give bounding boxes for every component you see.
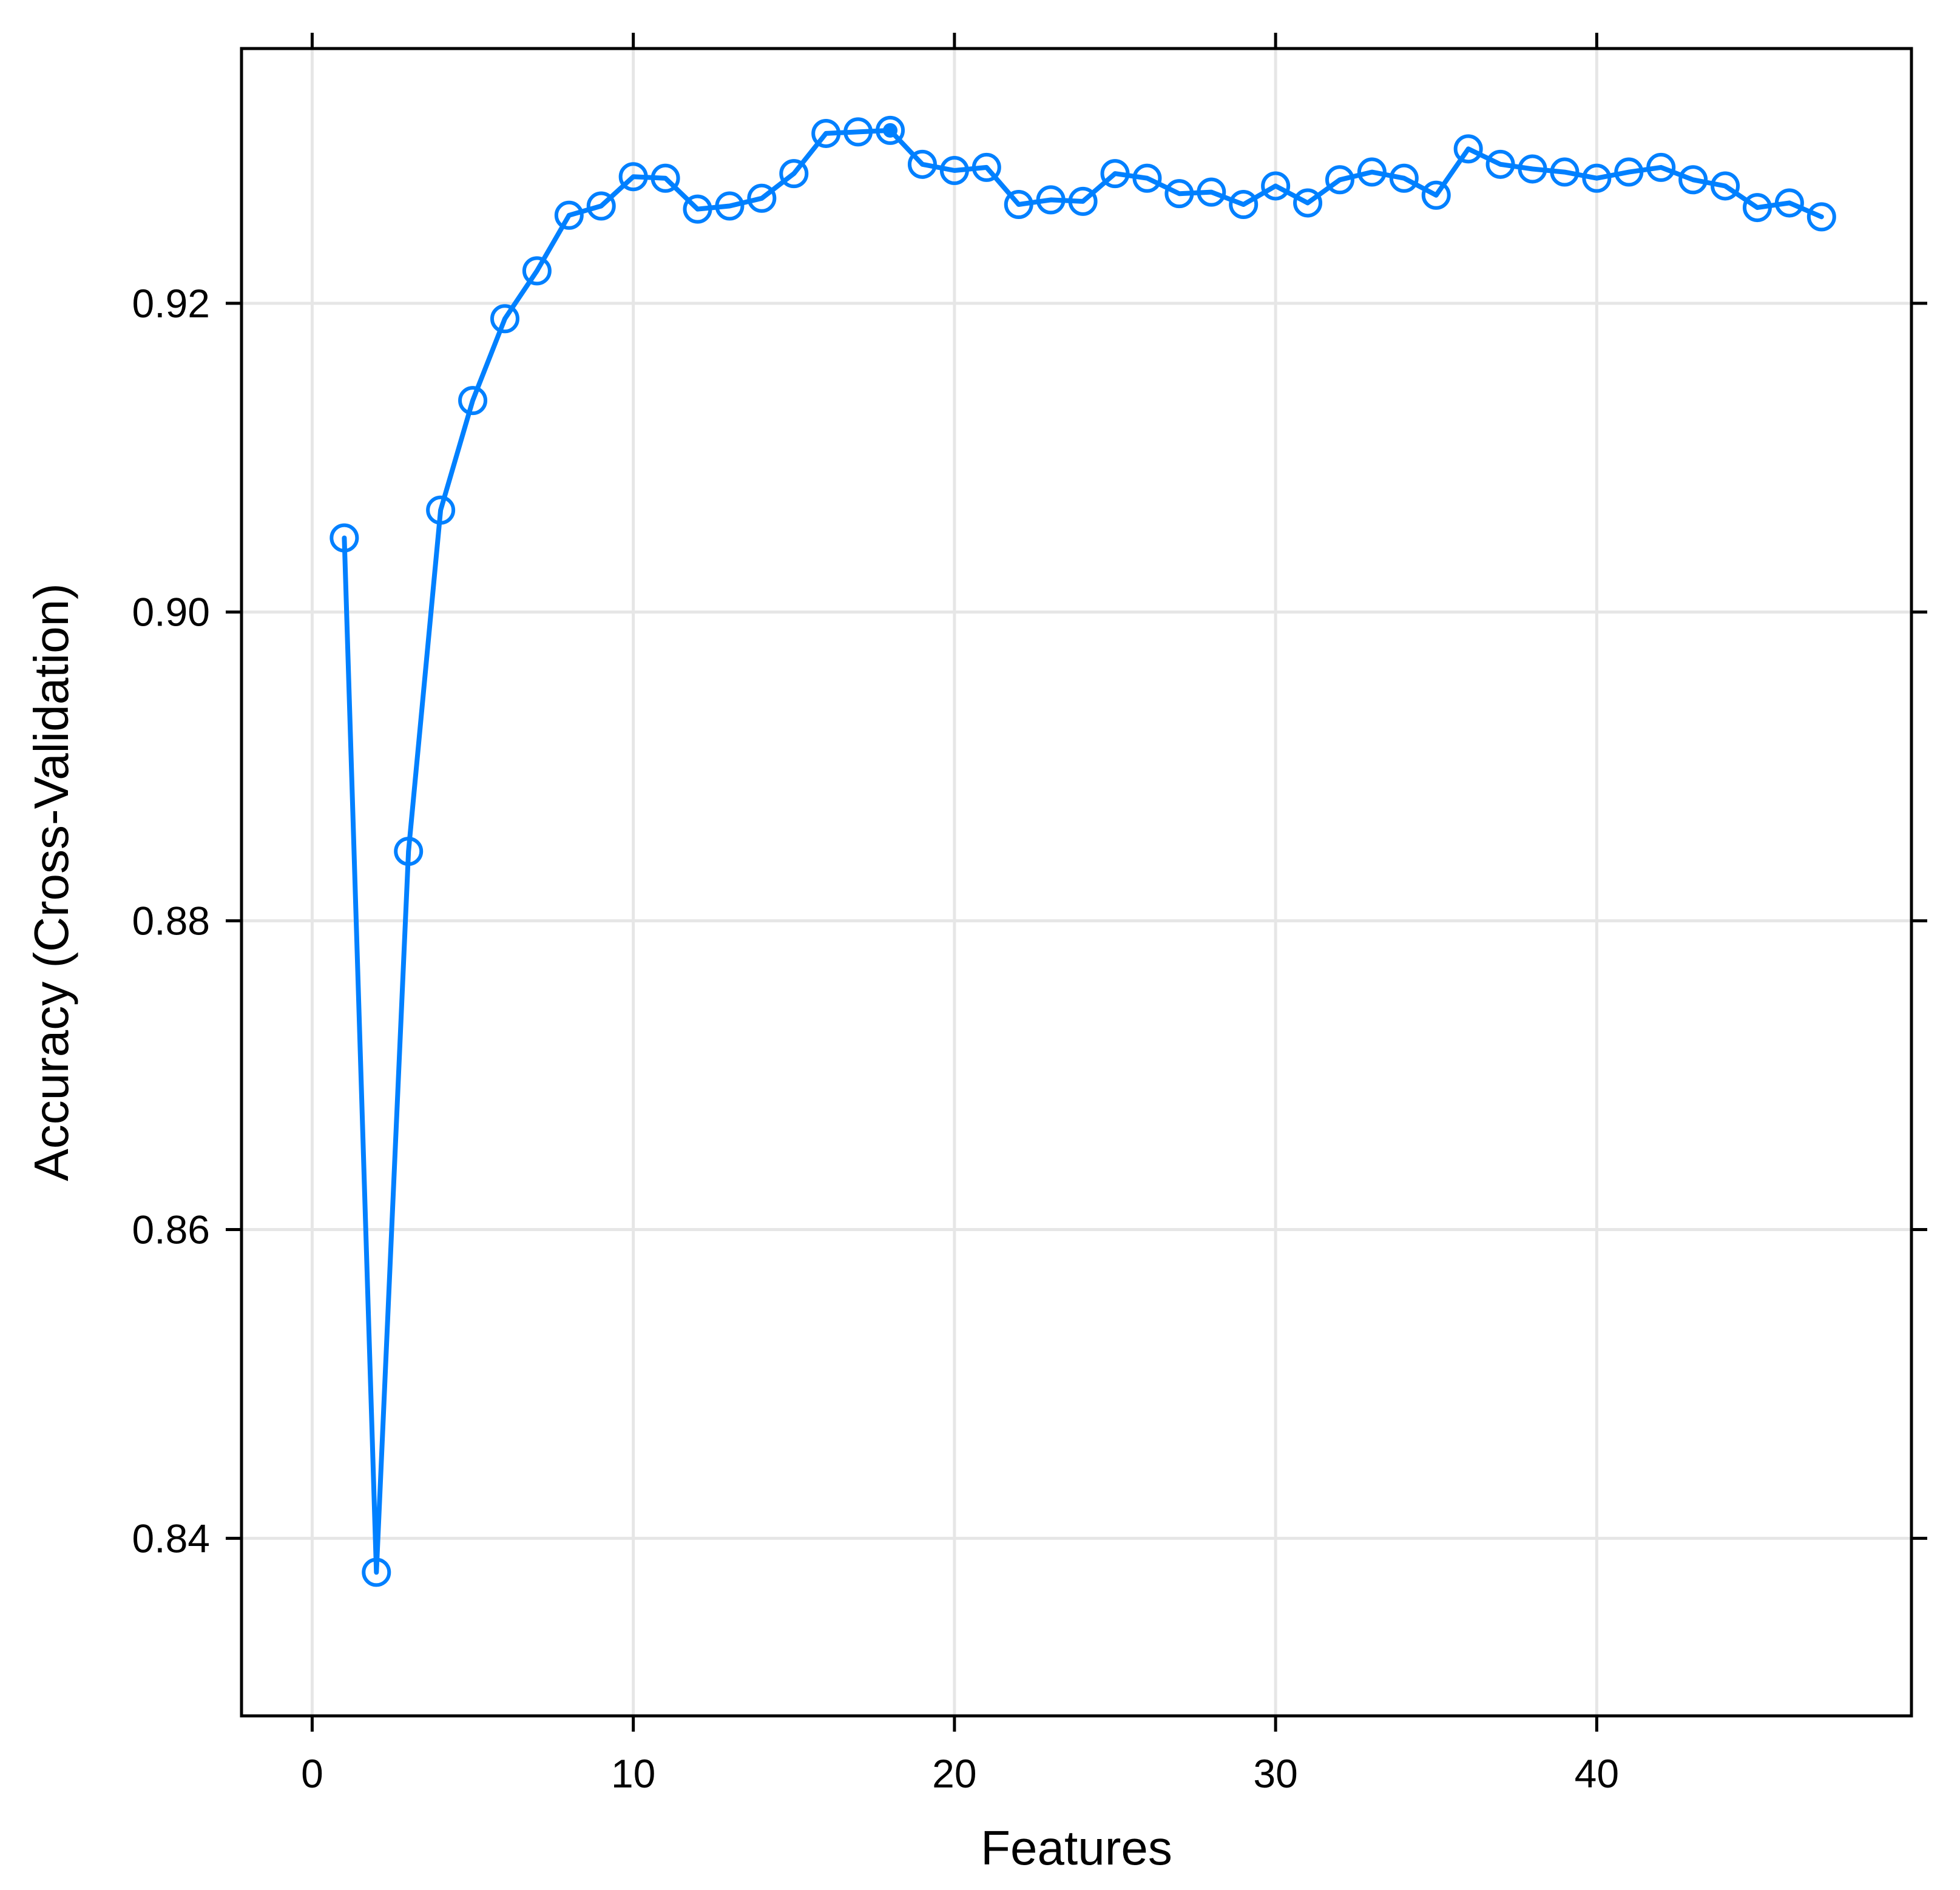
plot-frame (240, 47, 1913, 1718)
data-point (715, 191, 745, 221)
y-tick-label: 0.84 (132, 1516, 210, 1561)
data-point (329, 523, 359, 553)
data-point (1229, 189, 1259, 219)
data-point (1806, 202, 1836, 232)
data-point (1293, 188, 1323, 218)
data-point (1197, 177, 1226, 207)
data-point (426, 495, 456, 525)
data-point (1164, 179, 1194, 209)
data-point (554, 200, 584, 230)
data-point (972, 152, 1001, 182)
y-tick-label: 0.88 (132, 899, 210, 943)
data-point (1453, 134, 1483, 164)
data-point (458, 386, 488, 416)
data-point (779, 159, 809, 189)
data-point (876, 115, 905, 145)
data-point (618, 162, 648, 192)
selected-point-marker (883, 123, 898, 138)
data-point (1325, 165, 1354, 195)
grid-lines (242, 49, 1911, 1716)
data-point (1357, 157, 1387, 187)
data-point (1518, 154, 1547, 184)
data-point (1742, 193, 1772, 223)
data-point (1646, 152, 1676, 182)
y-tick-label: 0.90 (132, 590, 210, 635)
series-layer (329, 115, 1836, 1587)
data-point (843, 117, 873, 147)
y-tick-label: 0.92 (132, 281, 210, 326)
x-axis-title: Features (981, 1821, 1172, 1875)
data-point (811, 118, 841, 148)
axis-ticks: 0 10 20 30 40 0.84 0.86 0.88 0.90 0.92 (132, 33, 1927, 1796)
data-point (939, 156, 969, 186)
x-tick-label: 10 (611, 1751, 655, 1796)
data-point (1004, 189, 1033, 219)
x-tick-label: 40 (1575, 1751, 1619, 1796)
data-point (1485, 149, 1515, 179)
data-point (1261, 171, 1291, 201)
data-point (1774, 188, 1804, 218)
data-point (1068, 186, 1098, 216)
data-point (1036, 185, 1066, 215)
data-point (1550, 157, 1580, 187)
data-point (1614, 157, 1644, 187)
data-point (1711, 171, 1740, 201)
y-tick-label: 0.86 (132, 1207, 210, 1252)
accuracy-series-line (342, 127, 1824, 1575)
x-tick-label: 30 (1253, 1751, 1297, 1796)
data-point (1582, 163, 1612, 193)
data-point (1389, 163, 1419, 193)
data-point (586, 191, 616, 221)
x-tick-label: 20 (932, 1751, 976, 1796)
data-point (1100, 159, 1130, 189)
data-point (490, 304, 519, 334)
data-point (747, 183, 777, 213)
x-tick-label: 0 (301, 1751, 323, 1796)
data-point (522, 256, 552, 286)
data-point (394, 837, 424, 866)
data-point (651, 163, 680, 193)
data-point (907, 149, 937, 179)
data-point (362, 1558, 391, 1587)
data-point (1678, 165, 1708, 195)
data-point (683, 194, 712, 224)
data-point (1421, 180, 1451, 210)
data-point (1132, 163, 1162, 193)
y-axis-title: Accuracy (Cross-Validation) (24, 583, 78, 1181)
